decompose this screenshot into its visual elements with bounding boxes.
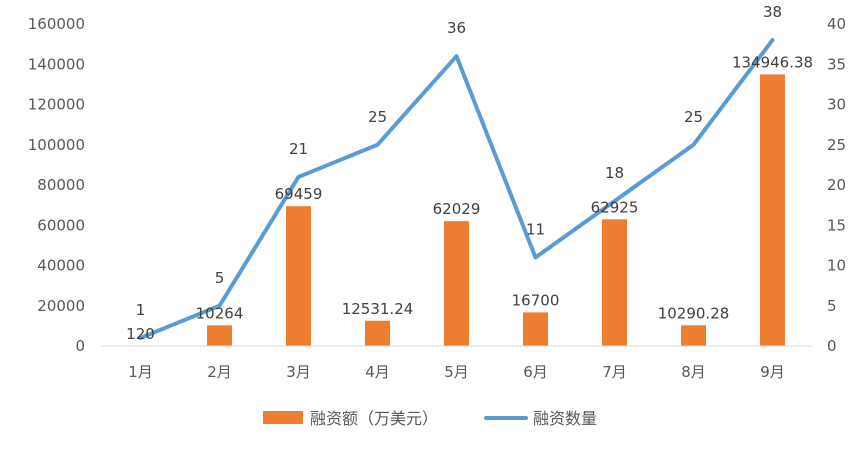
bar (207, 325, 232, 346)
y-left-tick-label: 80000 (37, 176, 85, 194)
bar-data-label: 134946.38 (732, 53, 813, 71)
line-data-labels: 1 5 21 25 36 11 18 25 38 (136, 3, 782, 338)
bar-data-label: 120 (126, 325, 155, 343)
bar-data-label: 62925 (591, 198, 639, 216)
right-axis: 0 5 10 15 20 25 30 35 40 (827, 15, 846, 355)
x-tick-label: 9月 (760, 363, 785, 381)
line-data-label: 11 (526, 220, 545, 238)
bar (760, 74, 785, 346)
line-data-label: 38 (763, 3, 782, 21)
bar-data-label: 10290.28 (658, 304, 730, 322)
bar (444, 221, 469, 346)
bar-data-label: 62029 (433, 200, 481, 218)
y-left-tick-label: 60000 (37, 216, 85, 234)
y-right-tick-label: 15 (827, 216, 846, 234)
legend-bar-swatch (263, 411, 303, 424)
bar-data-label: 69459 (275, 185, 323, 203)
legend-line-label: 融资数量 (533, 409, 597, 428)
line-data-label: 18 (605, 164, 624, 182)
line-data-label: 21 (289, 140, 308, 158)
y-left-tick-label: 0 (75, 337, 85, 355)
y-right-tick-label: 40 (827, 15, 846, 33)
left-axis: 0 20000 40000 60000 80000 100000 120000 140000 1… (28, 15, 85, 355)
bar-series (128, 74, 785, 346)
y-right-tick-label: 5 (827, 297, 837, 315)
bar-data-labels: 120 10264 69459 12531.24 62029 16700 62925 1029… (126, 53, 813, 342)
x-tick-label: 5月 (444, 363, 469, 381)
x-tick-label: 4月 (365, 363, 390, 381)
y-right-tick-label: 30 (827, 96, 846, 114)
line-data-label: 1 (136, 301, 146, 319)
y-right-tick-label: 10 (827, 257, 846, 275)
x-tick-label: 2月 (207, 363, 232, 381)
y-left-tick-label: 140000 (28, 55, 85, 73)
legend-bar-label: 融资额（万美元） (310, 409, 438, 428)
line-data-label: 36 (447, 19, 466, 37)
y-left-tick-label: 100000 (28, 136, 85, 154)
legend: 融资额（万美元） 融资数量 (263, 409, 597, 428)
bar (286, 206, 311, 346)
bar (365, 320, 390, 346)
line-data-label: 5 (215, 269, 225, 287)
bar (523, 312, 548, 346)
bar-data-label: 12531.24 (342, 300, 414, 318)
y-right-tick-label: 35 (827, 55, 846, 73)
y-left-tick-label: 120000 (28, 96, 85, 114)
line-data-label: 25 (368, 108, 387, 126)
x-tick-label: 3月 (286, 363, 311, 381)
bar (681, 325, 706, 346)
y-left-tick-label: 160000 (28, 15, 85, 33)
bar-data-label: 16700 (512, 291, 560, 309)
bar (602, 219, 627, 346)
x-axis: 1月 2月 3月 4月 5月 6月 7月 8月 9月 (128, 363, 785, 381)
line-data-label: 25 (684, 108, 703, 126)
y-right-tick-label: 25 (827, 136, 846, 154)
x-tick-label: 7月 (602, 363, 627, 381)
y-right-tick-label: 20 (827, 176, 846, 194)
x-tick-label: 6月 (523, 363, 548, 381)
y-right-tick-label: 0 (827, 337, 837, 355)
y-left-tick-label: 40000 (37, 257, 85, 275)
y-left-tick-label: 20000 (37, 297, 85, 315)
bar-data-label: 10264 (196, 304, 244, 322)
x-tick-label: 8月 (681, 363, 706, 381)
x-tick-label: 1月 (128, 363, 153, 381)
